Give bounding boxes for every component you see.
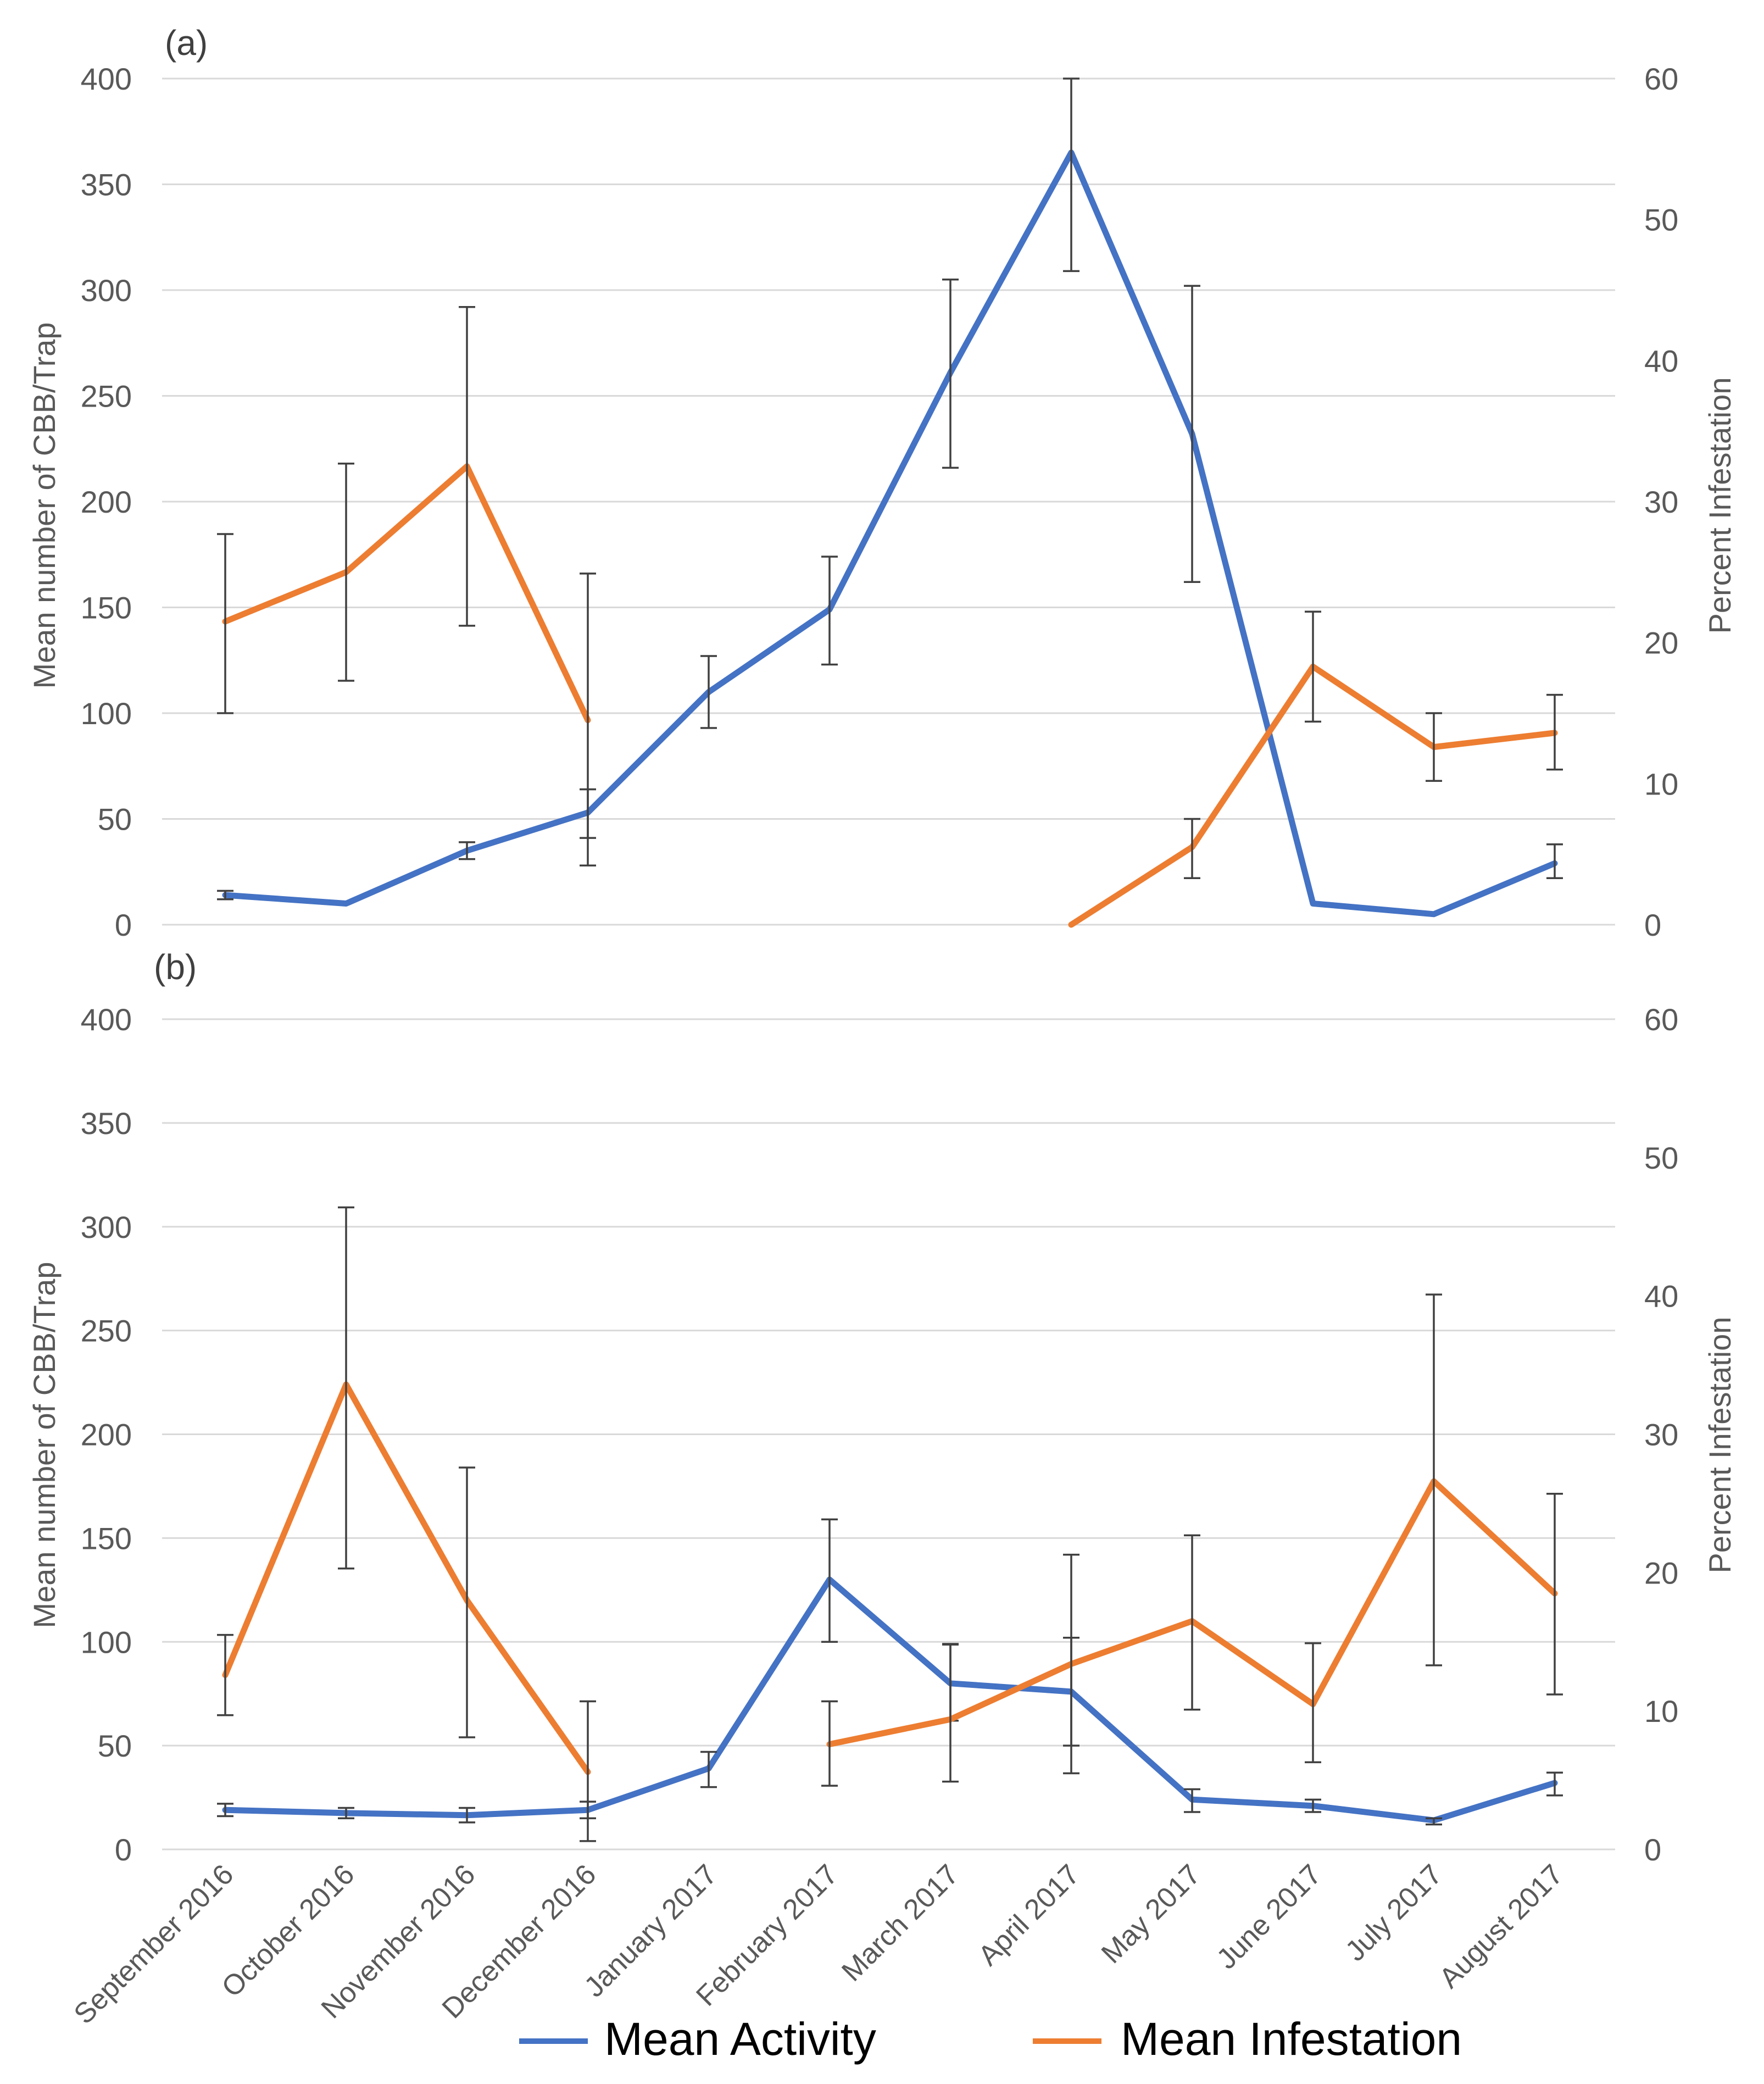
panel-b-chart: (b) 0 50 100 150 200 250 300 350 400 0 10 20 30 40 50… bbox=[27, 947, 1737, 1867]
legend-infestation-label: Mean Infestation bbox=[1121, 2013, 1462, 2065]
activity-data-point bbox=[1432, 912, 1435, 916]
right-tick-label: 20 bbox=[1644, 626, 1678, 660]
right-tick-label: 30 bbox=[1644, 1418, 1678, 1452]
right-tick-label: 50 bbox=[1644, 1141, 1678, 1175]
panel-a-left-axis-title: Mean number of CBB/Trap bbox=[27, 322, 62, 688]
activity-series-line bbox=[222, 1576, 1558, 1824]
left-tick-label: 350 bbox=[81, 1106, 132, 1141]
right-tick-label: 10 bbox=[1644, 766, 1678, 801]
left-tick-label: 350 bbox=[81, 168, 132, 202]
panel-a-gridlines bbox=[162, 77, 1615, 926]
left-tick-label: 50 bbox=[98, 1729, 132, 1763]
right-tick-label: 0 bbox=[1644, 908, 1661, 942]
left-tick-label: 200 bbox=[81, 485, 132, 519]
left-tick-label: 100 bbox=[81, 1625, 132, 1659]
right-tick-label: 10 bbox=[1644, 1694, 1678, 1729]
right-tick-label: 60 bbox=[1644, 62, 1678, 96]
left-tick-label: 300 bbox=[81, 1210, 132, 1244]
infestation-series-line bbox=[222, 463, 591, 724]
right-tick-label: 40 bbox=[1644, 343, 1678, 378]
panel-a-right-axis-title: Percent Infestation bbox=[1702, 377, 1737, 634]
left-tick-label: 300 bbox=[81, 273, 132, 308]
left-tick-label: 150 bbox=[81, 591, 132, 625]
right-tick-label: 50 bbox=[1644, 203, 1678, 237]
left-tick-label: 400 bbox=[81, 62, 132, 96]
legend: Mean Activity Mean Infestation bbox=[519, 2013, 1462, 2065]
right-tick-label: 30 bbox=[1644, 485, 1678, 519]
left-tick-label: 100 bbox=[81, 696, 132, 731]
left-tick-label: 150 bbox=[81, 1521, 132, 1555]
right-tick-label: 20 bbox=[1644, 1555, 1678, 1590]
panel-b-gridlines bbox=[162, 1018, 1615, 1850]
left-tick-label: 0 bbox=[115, 908, 132, 942]
legend-activity-label: Mean Activity bbox=[604, 2013, 876, 2065]
panel-b-left-ticks: 0 50 100 150 200 250 300 350 400 bbox=[81, 1002, 132, 1867]
panel-b-series bbox=[217, 1206, 1563, 1842]
panel-b-right-axis-title: Percent Infestation bbox=[1702, 1317, 1737, 1574]
left-tick-label: 0 bbox=[115, 1832, 132, 1867]
panel-a-right-ticks: 0 10 20 30 40 50 60 bbox=[1644, 62, 1678, 942]
panel-a-left-ticks: 0 50 100 150 200 250 300 350 400 bbox=[81, 62, 132, 942]
activity-series-line bbox=[222, 149, 1558, 918]
activity-data-point bbox=[344, 902, 348, 905]
left-tick-label: 50 bbox=[98, 802, 132, 837]
right-tick-label: 40 bbox=[1644, 1279, 1678, 1314]
right-tick-label: 60 bbox=[1644, 1002, 1678, 1037]
infestation-data-point bbox=[1070, 923, 1073, 926]
left-tick-label: 250 bbox=[81, 1314, 132, 1348]
activity-data-point bbox=[1311, 902, 1315, 905]
panel-a-chart: (a) 0 50 100 150 200 250 300 350 400 0 10 20 30 40 50… bbox=[27, 23, 1737, 942]
left-tick-label: 250 bbox=[81, 379, 132, 414]
right-tick-label: 0 bbox=[1644, 1832, 1661, 1867]
left-tick-label: 200 bbox=[81, 1418, 132, 1452]
infestation-series-line bbox=[222, 1381, 591, 1775]
panel-a-label: (a) bbox=[165, 23, 208, 63]
panel-b-right-ticks: 0 10 20 30 40 50 60 bbox=[1644, 1002, 1678, 1867]
panel-b-label: (b) bbox=[154, 947, 197, 987]
panel-a-series bbox=[217, 77, 1563, 928]
panel-b-left-axis-title: Mean number of CBB/Trap bbox=[27, 1261, 62, 1628]
left-tick-label: 400 bbox=[81, 1002, 132, 1037]
